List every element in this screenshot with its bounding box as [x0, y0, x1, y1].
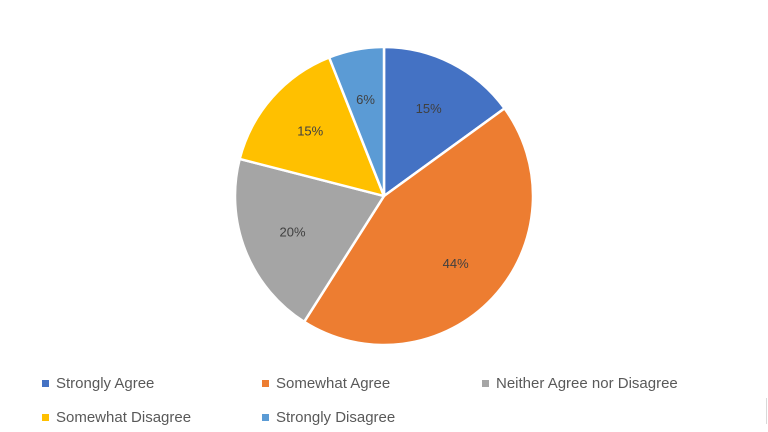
pie-slice-strongly-disagree: [327, 45, 386, 198]
pie-chart-svg: 15% 44% 20% 15% 6%: [233, 45, 535, 347]
legend-swatch-icon: [482, 379, 489, 387]
pie-slice-somewhat-disagree: [238, 56, 386, 198]
data-label-somewhat-disagree: 15%: [297, 123, 323, 138]
legend-swatch-icon: [42, 379, 49, 387]
legend-item-somewhat-agree: Somewhat Agree: [262, 372, 390, 394]
chart-legend: Strongly Agree Somewhat Agree Neither Ag…: [0, 370, 768, 432]
pie-slice-neither-agree-nor-disagree: [233, 157, 386, 324]
legend-label: Somewhat Agree: [276, 374, 391, 392]
pie-slice-somewhat-agree: [302, 107, 535, 347]
legend-swatch-icon: [42, 413, 49, 421]
legend-swatch-icon: [262, 413, 269, 421]
data-label-strongly-disagree: 6%: [356, 92, 375, 107]
pie-data-labels: 15% 44% 20% 15% 6%: [280, 92, 470, 271]
data-label-somewhat-agree: 44%: [443, 256, 469, 271]
pie-slice-strongly-agree: [382, 45, 506, 198]
pie-slices: [233, 45, 535, 347]
data-label-neither-agree-nor-disagree: 20%: [280, 225, 306, 240]
legend-swatch-icon: [262, 379, 269, 387]
data-label-strongly-agree: 15%: [416, 101, 442, 116]
legend-item-neither-agree-nor-disagree: Neither Agree nor Disagree: [482, 372, 678, 394]
legend-label: Strongly Disagree: [276, 408, 396, 426]
legend-label: Somewhat Disagree: [56, 408, 192, 426]
legend-item-strongly-agree: Strongly Agree: [42, 372, 154, 394]
divider-line: [766, 398, 767, 424]
legend-label: Strongly Agree: [56, 374, 155, 392]
legend-label: Neither Agree nor Disagree: [496, 374, 678, 392]
legend-item-strongly-disagree: Strongly Disagree: [262, 406, 395, 428]
legend-item-somewhat-disagree: Somewhat Disagree: [42, 406, 191, 428]
